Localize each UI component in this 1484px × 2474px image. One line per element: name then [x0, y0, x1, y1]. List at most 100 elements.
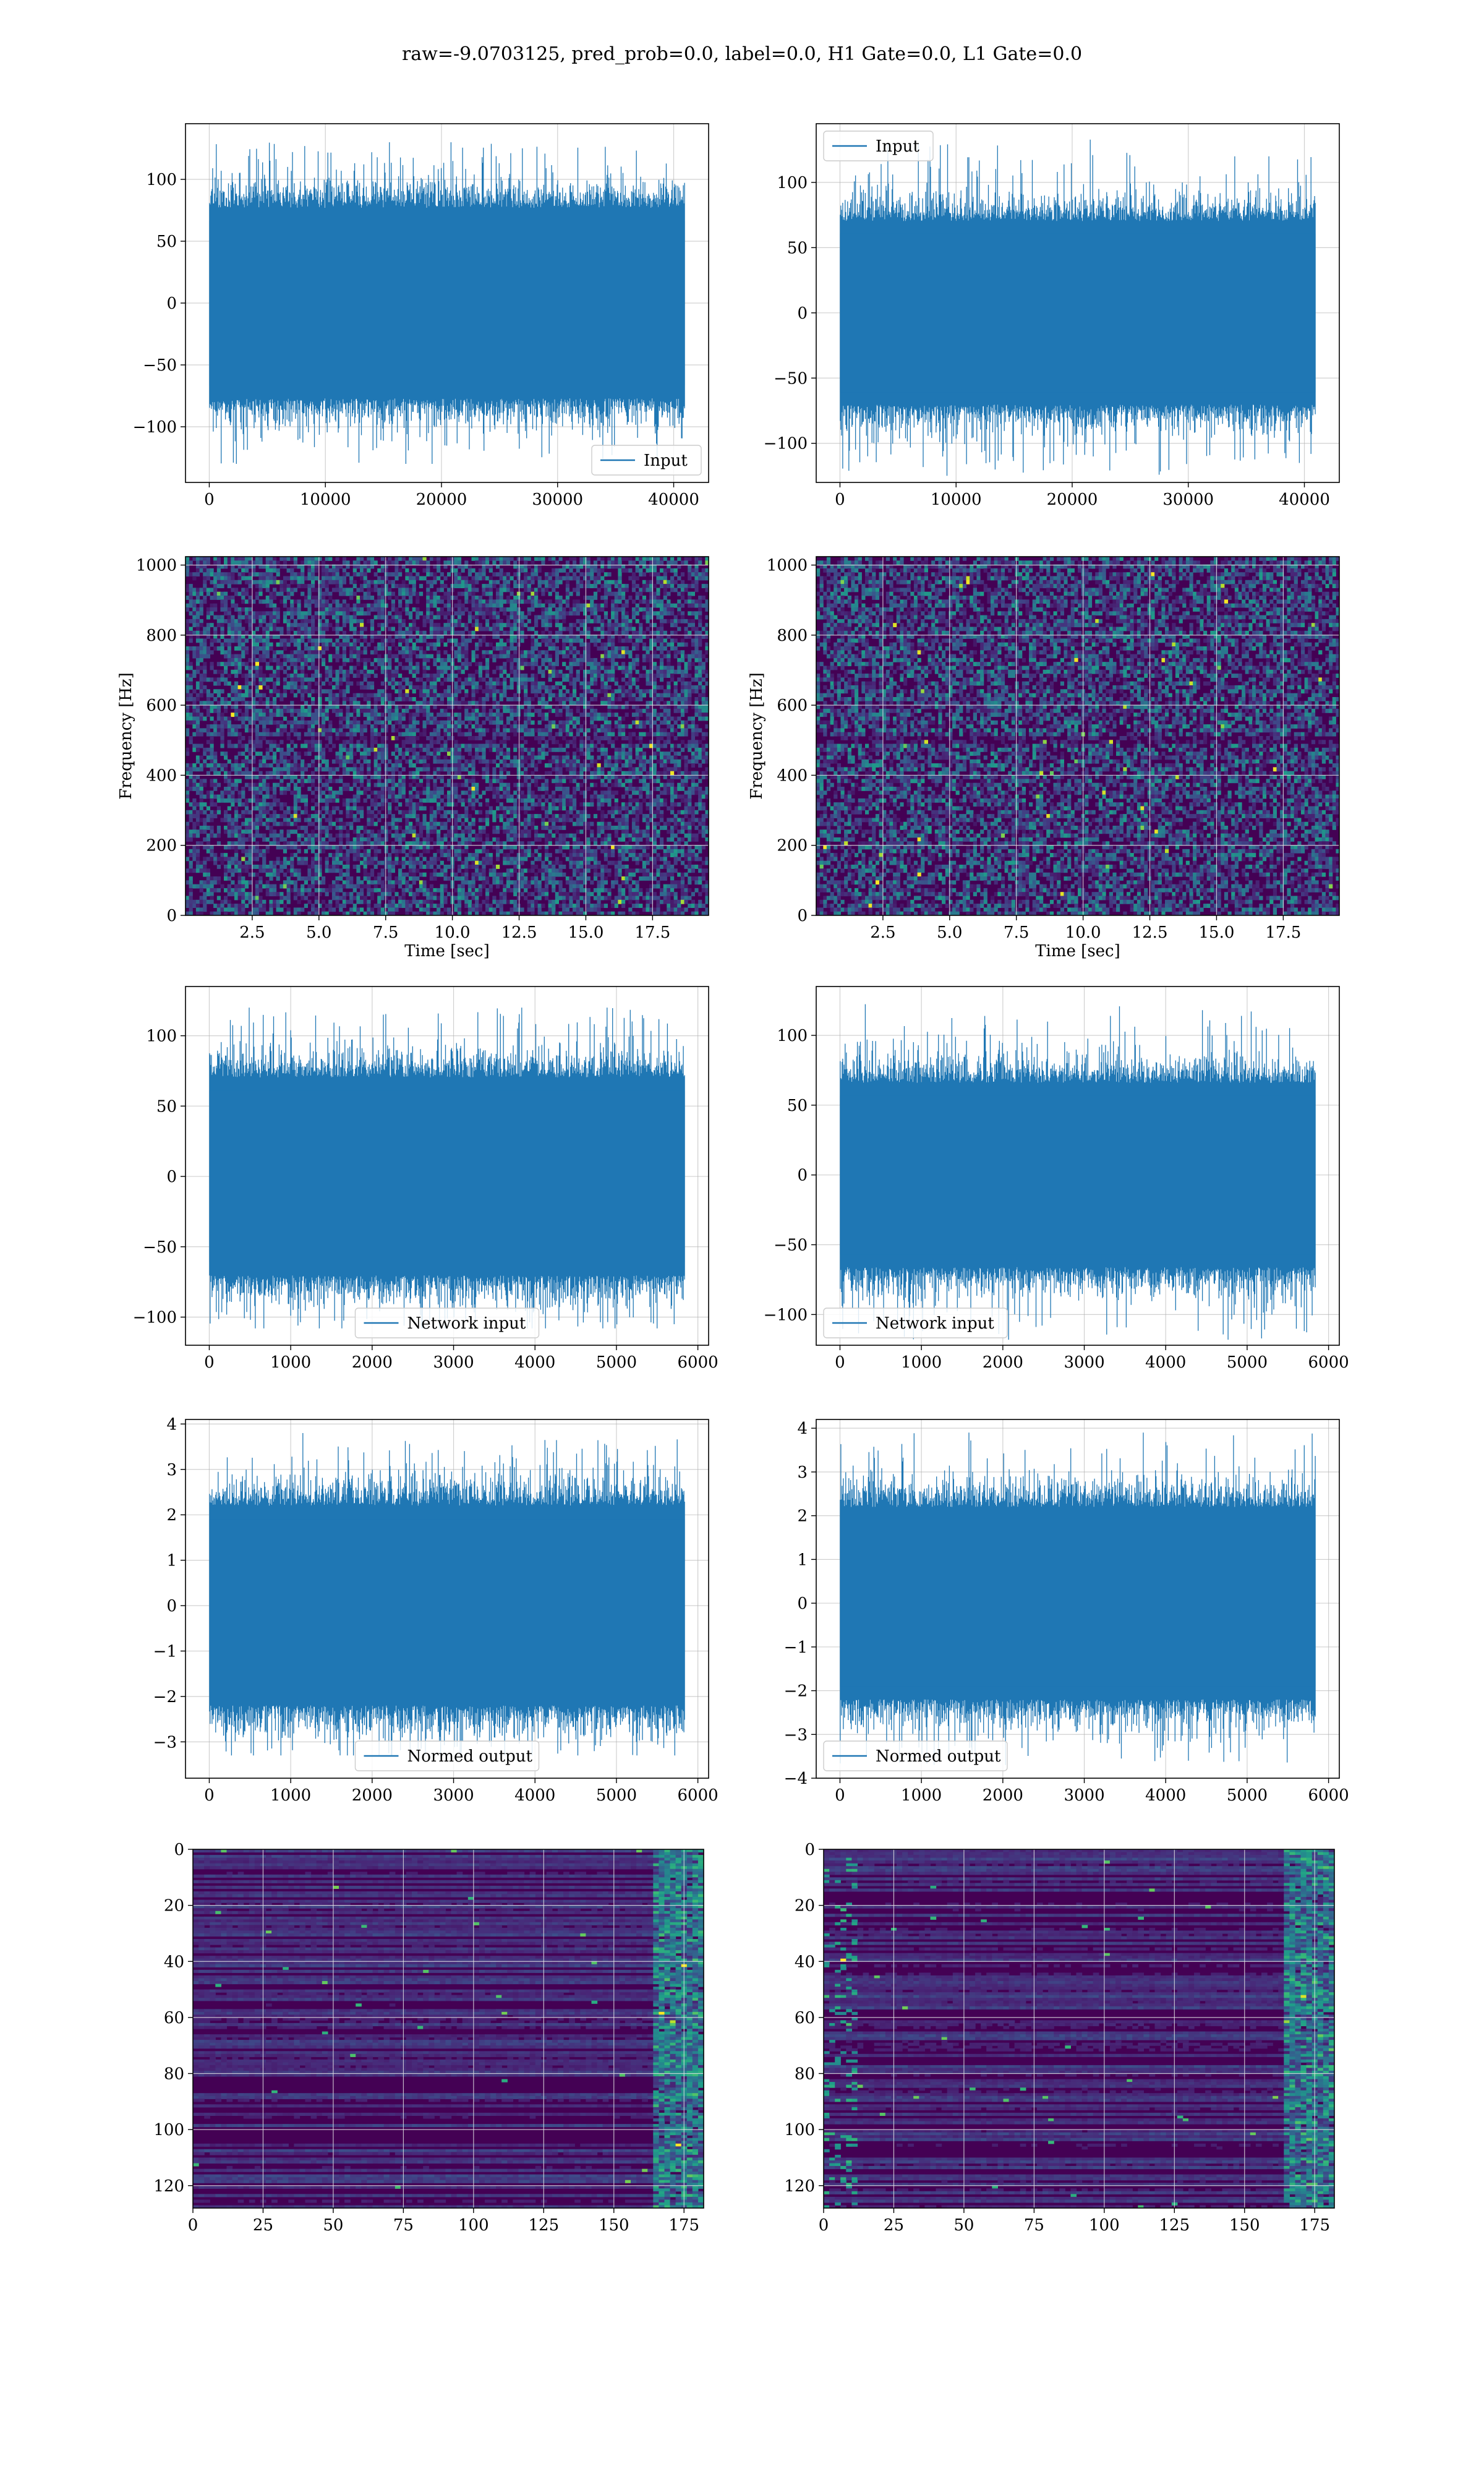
- spectrogram-left-cell: [426, 584, 430, 588]
- spectrogram-left-cell: [227, 716, 231, 721]
- spectrogram-left-cell: [531, 713, 535, 717]
- spectrogram-left-cell: [206, 611, 210, 616]
- spectrogram-left-cell: [614, 650, 618, 655]
- spectrogram-left-cell: [496, 732, 500, 737]
- spectrogram-left-cell: [660, 677, 664, 682]
- spectrogram-left-cell: [325, 743, 329, 748]
- spectrogram-left-cell: [552, 669, 556, 674]
- spectrogram-left-cell: [667, 713, 671, 717]
- spectrogram-left-cell: [482, 728, 486, 733]
- spectrogram-left-cell: [684, 642, 688, 647]
- spectrogram-left-cell: [562, 635, 566, 639]
- spectrogram-left-cell: [503, 572, 507, 577]
- spectrogram-left-cell: [621, 669, 626, 674]
- spectrogram-left-cell: [565, 599, 569, 604]
- spectrogram-left-cell: [590, 740, 594, 745]
- spectrogram-left-cell: [660, 650, 664, 655]
- spectrogram-left-cell: [670, 623, 675, 628]
- spectrogram-left-cell: [283, 599, 288, 604]
- spectrogram-left-cell: [262, 572, 267, 577]
- spectrogram-left-cell: [544, 615, 549, 620]
- spectrogram-left-cell: [443, 615, 448, 620]
- spectrogram-left-cell: [503, 732, 507, 737]
- spectrogram-left-cell: [520, 657, 524, 662]
- spectrogram-left-cell: [660, 599, 664, 604]
- spectrogram-left-cell: [516, 743, 521, 748]
- spectrogram-left-cell: [457, 576, 462, 581]
- spectrogram-left-cell: [297, 584, 301, 588]
- spectrogram-left-cell: [670, 588, 675, 593]
- spectrogram-left-cell: [237, 697, 242, 701]
- spectrogram-left-cell: [649, 701, 654, 706]
- spectrogram-left-cell: [437, 724, 441, 729]
- spectrogram-left-cell: [461, 635, 465, 639]
- spectrogram-left-cell: [203, 677, 207, 682]
- spectrogram-left-cell: [335, 615, 339, 620]
- spectrogram-left-cell: [611, 666, 615, 670]
- spectrogram-left-cell: [265, 708, 270, 713]
- spectrogram-left-cell: [416, 704, 420, 709]
- spectrogram-left-cell: [311, 572, 315, 577]
- spectrogram-left-cell: [467, 662, 472, 667]
- spectrogram-left-cell: [611, 627, 615, 631]
- spectrogram-left-cell: [304, 584, 308, 588]
- spectrogram-left-cell: [318, 747, 322, 752]
- spectrogram-left-cell: [429, 615, 433, 620]
- spectrogram-left-cell: [552, 662, 556, 667]
- spectrogram-left-cell: [475, 607, 479, 612]
- spectrogram-left-cell: [234, 743, 239, 748]
- spectrogram-left-cell: [461, 669, 465, 674]
- spectrogram-left-cell: [527, 677, 531, 682]
- spectrogram-left-cell: [331, 708, 336, 713]
- spectrogram-left-cell: [244, 708, 249, 713]
- spectrogram-left-cell: [527, 701, 531, 706]
- spectrogram-left-cell: [307, 603, 312, 608]
- spectrogram-left-cell: [370, 708, 375, 713]
- spectrogram-left-cell: [398, 591, 403, 596]
- spectrogram-left-cell: [579, 618, 584, 623]
- spectrogram-left-cell: [440, 743, 444, 748]
- spectrogram-left-cell: [419, 693, 424, 698]
- spectrogram-left-cell: [262, 630, 267, 635]
- spectrogram-left-cell: [635, 713, 639, 717]
- spectrogram-left-cell: [220, 728, 224, 733]
- spectrogram-left-cell: [409, 560, 413, 565]
- spectrogram-left-cell: [433, 740, 437, 745]
- spectrogram-left-cell: [555, 572, 559, 577]
- spectrogram-left-cell: [621, 736, 626, 740]
- spectrogram-left-cell: [276, 650, 280, 655]
- spectrogram-left-cell: [467, 677, 472, 682]
- spectrogram-left-cell: [603, 693, 608, 698]
- spectrogram-left-cell: [265, 627, 270, 631]
- spectrogram-left-cell: [656, 713, 660, 717]
- spectrogram-left-cell: [652, 564, 657, 569]
- spectrogram-left-cell: [252, 666, 256, 670]
- spectrogram-left-cell: [213, 627, 218, 631]
- spectrogram-left-cell: [304, 627, 308, 631]
- spectrogram-left-cell: [416, 607, 420, 612]
- spectrogram-left-cell: [646, 615, 650, 620]
- spectrogram-left-cell: [391, 669, 395, 674]
- spectrogram-left-cell: [224, 662, 228, 667]
- spectrogram-left-cell: [516, 716, 521, 721]
- spectrogram-left-cell: [573, 638, 577, 643]
- spectrogram-left-cell: [373, 674, 378, 678]
- spectrogram-left-cell: [454, 689, 458, 694]
- spectrogram-left-cell: [304, 560, 308, 565]
- spectrogram-left-cell: [496, 627, 500, 631]
- spectrogram-left-cell: [499, 572, 503, 577]
- spectrogram-left-cell: [227, 576, 231, 581]
- spectrogram-left-cell: [447, 720, 451, 725]
- spectrogram-left-cell: [628, 638, 633, 643]
- spectrogram-left-cell: [419, 677, 424, 682]
- spectrogram-left-cell: [304, 646, 308, 651]
- spectrogram-left-cell: [401, 580, 406, 584]
- spectrogram-left-cell: [433, 557, 437, 561]
- spectrogram-left-cell: [258, 677, 263, 682]
- spectrogram-left-cell: [586, 681, 591, 686]
- spectrogram-left-cell: [663, 713, 667, 717]
- spectrogram-left-cell: [464, 701, 469, 706]
- spectrogram-left-cell: [363, 635, 367, 639]
- spectrogram-left-cell: [206, 635, 210, 639]
- spectrogram-left-cell: [391, 674, 395, 678]
